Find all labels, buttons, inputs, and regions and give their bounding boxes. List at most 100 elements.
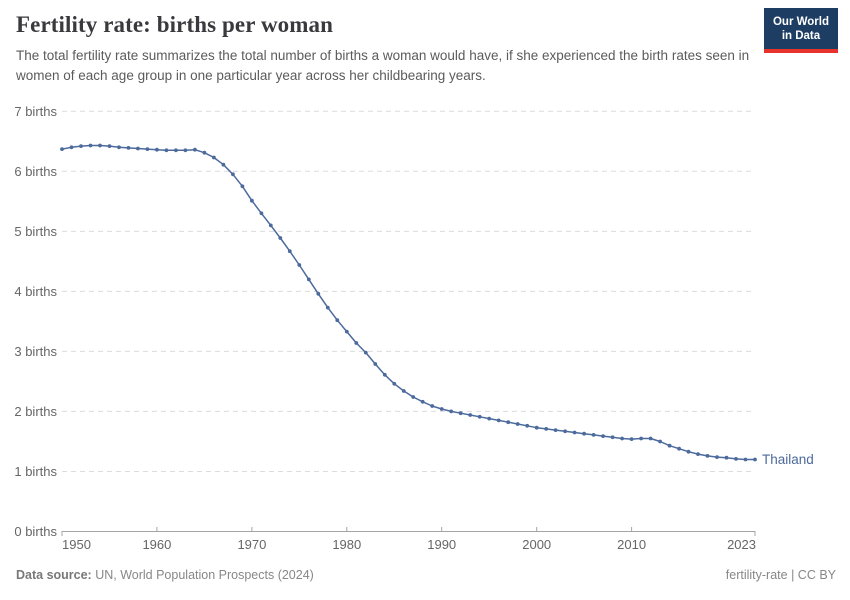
data-point[interactable] bbox=[753, 457, 757, 462]
chart-header: Fertility rate: births per woman The tot… bbox=[16, 12, 756, 85]
data-point[interactable] bbox=[648, 436, 653, 441]
data-point[interactable] bbox=[411, 395, 416, 399]
data-point[interactable] bbox=[136, 146, 140, 151]
data-point[interactable] bbox=[98, 143, 102, 148]
data-point[interactable] bbox=[677, 446, 681, 451]
data-point[interactable] bbox=[667, 443, 672, 448]
data-point[interactable] bbox=[250, 198, 254, 203]
data-point[interactable] bbox=[724, 455, 729, 460]
data-point[interactable] bbox=[392, 381, 397, 386]
data-point[interactable] bbox=[629, 437, 634, 441]
data-point[interactable] bbox=[221, 162, 226, 167]
data-point[interactable] bbox=[88, 143, 93, 148]
data-point[interactable] bbox=[734, 457, 738, 461]
data-point[interactable] bbox=[658, 439, 662, 444]
data-point[interactable] bbox=[240, 184, 245, 189]
data-point[interactable] bbox=[610, 435, 615, 440]
data-point[interactable] bbox=[430, 404, 435, 408]
data-point[interactable] bbox=[126, 146, 131, 150]
y-axis-tick-label: 3 births bbox=[14, 344, 57, 359]
owid-logo-line1: Our World bbox=[772, 16, 829, 28]
x-axis-tick-label: 1960 bbox=[142, 537, 171, 552]
data-point[interactable] bbox=[696, 452, 700, 456]
x-axis-tick-label: 1990 bbox=[427, 537, 456, 552]
data-point[interactable] bbox=[572, 430, 577, 435]
owid-logo-line2: in Data bbox=[781, 30, 821, 42]
data-point[interactable] bbox=[344, 329, 349, 334]
data-point[interactable] bbox=[515, 422, 520, 426]
data-point[interactable] bbox=[686, 449, 691, 454]
data-point[interactable] bbox=[439, 407, 444, 411]
data-point[interactable] bbox=[525, 423, 530, 428]
license-note: fertility-rate | CC BY bbox=[725, 568, 836, 582]
data-point[interactable] bbox=[449, 409, 454, 414]
series-line-thailand[interactable] bbox=[61, 144, 755, 461]
data-point[interactable] bbox=[325, 305, 330, 310]
data-point[interactable] bbox=[563, 429, 567, 434]
x-axis-tick-label: 1980 bbox=[332, 537, 361, 552]
data-source-value: UN, World Population Prospects (2024) bbox=[91, 568, 314, 582]
data-point[interactable] bbox=[715, 455, 719, 459]
data-point[interactable] bbox=[601, 434, 605, 438]
data-point[interactable] bbox=[591, 433, 596, 437]
x-axis-tick-label: 1970 bbox=[237, 537, 266, 552]
chart-footer: Data source: UN, World Population Prospe… bbox=[16, 568, 836, 582]
y-axis-tick-label: 1 births bbox=[14, 464, 57, 479]
data-point[interactable] bbox=[335, 318, 340, 323]
data-point[interactable] bbox=[174, 148, 178, 153]
x-axis-tick-label: 2023 bbox=[727, 537, 756, 552]
data-point[interactable] bbox=[363, 350, 368, 355]
data-point[interactable] bbox=[259, 211, 264, 216]
data-point[interactable] bbox=[553, 428, 558, 432]
data-point[interactable] bbox=[420, 399, 425, 404]
data-point[interactable] bbox=[477, 414, 482, 419]
data-point[interactable] bbox=[468, 413, 473, 417]
data-point[interactable] bbox=[145, 147, 150, 152]
data-point[interactable] bbox=[306, 277, 311, 282]
data-point[interactable] bbox=[202, 150, 207, 155]
data-point[interactable] bbox=[297, 263, 302, 267]
data-point[interactable] bbox=[373, 362, 378, 366]
y-axis-tick-label: 4 births bbox=[14, 284, 57, 299]
y-axis-tick-label: 2 births bbox=[14, 404, 57, 419]
data-point[interactable] bbox=[316, 291, 321, 296]
data-point[interactable] bbox=[544, 427, 549, 431]
data-point[interactable] bbox=[639, 436, 643, 441]
data-point[interactable] bbox=[60, 147, 64, 152]
series-label-thailand[interactable]: Thailand bbox=[762, 452, 814, 467]
data-point[interactable] bbox=[117, 145, 121, 150]
y-axis-tick-label: 7 births bbox=[14, 104, 57, 119]
data-point[interactable] bbox=[582, 431, 586, 436]
chart-title: Fertility rate: births per woman bbox=[16, 12, 334, 37]
data-point[interactable] bbox=[231, 172, 235, 177]
data-point[interactable] bbox=[193, 147, 197, 152]
data-point[interactable] bbox=[164, 148, 169, 153]
data-point[interactable] bbox=[458, 411, 463, 416]
data-point[interactable] bbox=[705, 454, 710, 458]
data-point[interactable] bbox=[401, 389, 406, 393]
y-axis-tick-label: 6 births bbox=[14, 164, 57, 179]
data-point[interactable] bbox=[382, 372, 387, 377]
data-point[interactable] bbox=[487, 416, 492, 421]
data-point[interactable] bbox=[212, 155, 216, 160]
y-axis-tick-label: 5 births bbox=[14, 224, 57, 239]
owid-logo[interactable]: Our World in Data bbox=[763, 8, 838, 53]
data-point[interactable] bbox=[743, 457, 748, 462]
data-point[interactable] bbox=[506, 420, 511, 425]
data-point[interactable] bbox=[620, 436, 624, 441]
data-point[interactable] bbox=[155, 147, 159, 152]
data-point[interactable] bbox=[534, 425, 539, 430]
x-axis-tick-label: 2010 bbox=[617, 537, 646, 552]
data-point[interactable] bbox=[69, 145, 74, 150]
chart-subtitle: The total fertility rate summarizes the … bbox=[16, 48, 750, 83]
data-point[interactable] bbox=[107, 144, 112, 149]
data-point[interactable] bbox=[268, 223, 273, 228]
data-point[interactable] bbox=[79, 144, 83, 149]
data-point[interactable] bbox=[354, 341, 359, 345]
data-point[interactable] bbox=[496, 418, 501, 423]
data-point[interactable] bbox=[183, 148, 188, 153]
data-point[interactable] bbox=[287, 249, 292, 254]
x-axis-tick-label: 2000 bbox=[522, 537, 551, 552]
data-point[interactable] bbox=[278, 236, 283, 240]
